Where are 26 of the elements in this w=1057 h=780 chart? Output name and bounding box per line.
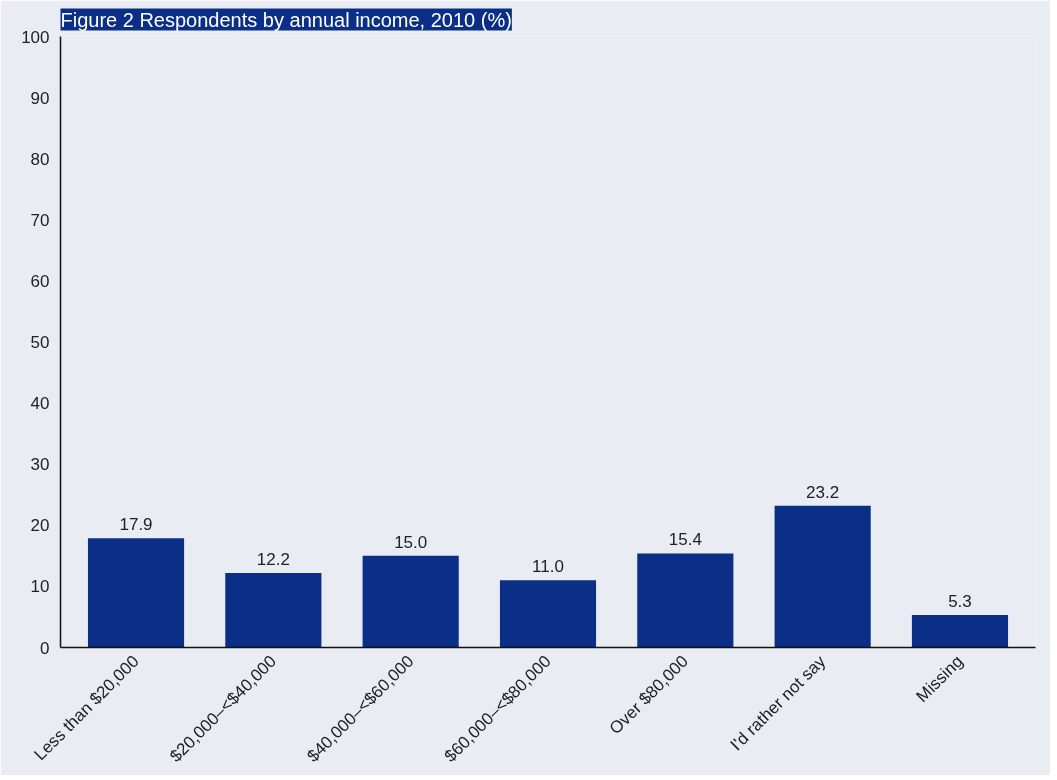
data-label: 15.4 [668, 530, 702, 550]
data-label: 5.3 [948, 592, 972, 612]
y-tick-label: 90 [30, 88, 50, 108]
data-label: 23.2 [806, 482, 840, 502]
bar [774, 505, 871, 648]
y-tick-label: 50 [30, 333, 50, 352]
y-tick-label: 40 [30, 394, 50, 414]
y-tick-label: 20 [30, 516, 50, 536]
bar [362, 555, 459, 648]
bar [87, 538, 185, 648]
y-tick-label: 80 [30, 149, 50, 169]
bar [637, 553, 734, 648]
chart-title: Figure 2 Respondents by annual income, 2010 (%) [60, 8, 512, 31]
y-tick-label: 70 [30, 210, 50, 230]
bar [499, 580, 597, 648]
y-tick-label: 30 [30, 455, 50, 475]
y-tick-label: 100 [21, 27, 50, 47]
y-tick-label: 60 [30, 271, 50, 291]
data-label: 17.9 [119, 515, 153, 535]
y-tick-label: 10 [30, 577, 50, 597]
data-label: 11.0 [532, 557, 564, 577]
y-tick-label: 0 [40, 638, 50, 658]
bar [225, 572, 322, 648]
data-label: 12.2 [256, 549, 290, 569]
data-label: 15.0 [394, 532, 428, 552]
bar [911, 615, 1009, 648]
